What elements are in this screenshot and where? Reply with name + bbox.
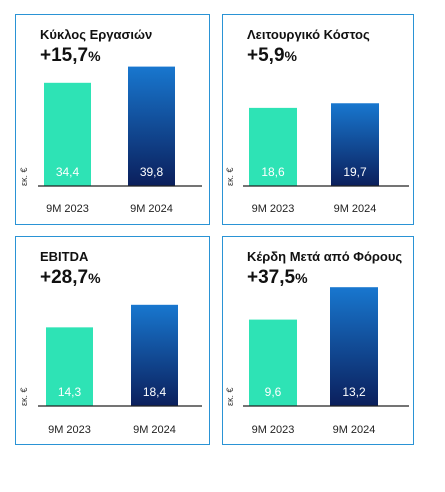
bar-chart-net-profit: 9,6 9M 2023 13,2 9M 2024 εκ. € (225, 287, 409, 436)
bar-9m-2023 (249, 319, 297, 406)
change-value: +37,5 (247, 267, 296, 288)
bar-9m-2024 (331, 103, 379, 186)
bar-9m-2024 (128, 66, 175, 186)
change-percent-sign: % (88, 48, 101, 64)
bar-chart-revenue: 34,4 9M 2023 39,8 9M 2024 εκ. € (19, 66, 202, 215)
bar-value-label: 18,6 (261, 165, 285, 179)
bar-value-label: 14,3 (58, 385, 82, 399)
category-label: 9M 2023 (252, 203, 295, 215)
change-value: +15,7 (40, 45, 89, 66)
panel-title: EBITDA (40, 249, 89, 264)
change-percent-sign: % (88, 270, 101, 286)
bar-9m-2024 (330, 287, 378, 406)
panel-revenue: Κύκλος Εργασιών +15,7% 34,4 9M 2023 39,8 9M… (15, 14, 210, 225)
panel-title: Κύκλος Εργασιών (40, 27, 153, 42)
category-label: 9M 2024 (133, 424, 176, 436)
unit-label: εκ. € (225, 167, 235, 186)
bar-value-label: 19,7 (343, 165, 367, 179)
change-percent-sign: % (295, 270, 308, 286)
category-label: 9M 2024 (333, 424, 376, 436)
category-label: 9M 2023 (252, 424, 295, 436)
panel-operating-cost: Λειτουργικό Κόστος +5,9% 18,6 9M 2023 19,7… (222, 14, 414, 225)
bar-value-label: 9,6 (265, 385, 282, 399)
panel-change: +37,5% (247, 267, 308, 289)
bar-9m-2023 (249, 107, 297, 186)
change-value: +5,9 (247, 45, 285, 66)
bar-chart-operating-cost: 18,6 9M 2023 19,7 9M 2024 εκ. € (225, 103, 409, 215)
panel-ebitda: EBITDA +28,7% 14,3 9M 2023 18,4 9M 2024 εκ. … (15, 236, 210, 445)
change-value: +28,7 (40, 267, 89, 288)
bar-value-label: 13,2 (342, 385, 366, 399)
unit-label: εκ. € (225, 387, 235, 406)
bar-9m-2023 (44, 82, 91, 186)
bar-9m-2024 (131, 304, 178, 406)
category-label: 9M 2023 (48, 424, 91, 436)
bar-9m-2023 (46, 327, 93, 406)
bar-value-label: 34,4 (56, 165, 80, 179)
category-label: 9M 2024 (130, 203, 173, 215)
panel-change: +15,7% (40, 45, 101, 67)
panel-title: Κέρδη Μετά από Φόρους (247, 249, 403, 264)
unit-label: εκ. € (19, 167, 29, 186)
change-percent-sign: % (284, 48, 297, 64)
panel-change: +5,9% (247, 45, 297, 67)
panel-change: +28,7% (40, 267, 101, 289)
bar-chart-ebitda: 14,3 9M 2023 18,4 9M 2024 εκ. € (19, 304, 202, 436)
category-label: 9M 2024 (334, 203, 377, 215)
unit-label: εκ. € (19, 387, 29, 406)
bar-value-label: 39,8 (140, 165, 164, 179)
bar-value-label: 18,4 (143, 385, 167, 399)
panel-net-profit: Κέρδη Μετά από Φόρους +37,5% 9,6 9M 2023 1… (222, 236, 414, 445)
panel-title: Λειτουργικό Κόστος (247, 27, 370, 42)
category-label: 9M 2023 (46, 203, 89, 215)
